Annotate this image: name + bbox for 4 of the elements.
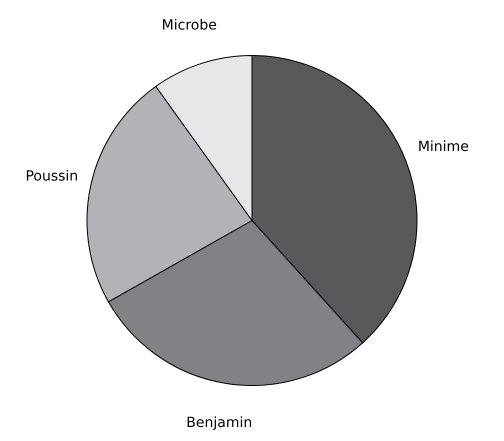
slice-label: Benjamin bbox=[186, 414, 252, 431]
slice-label: Poussin bbox=[25, 168, 78, 184]
slice-label: Microbe bbox=[162, 17, 217, 34]
slice-label: Minime bbox=[418, 138, 469, 155]
